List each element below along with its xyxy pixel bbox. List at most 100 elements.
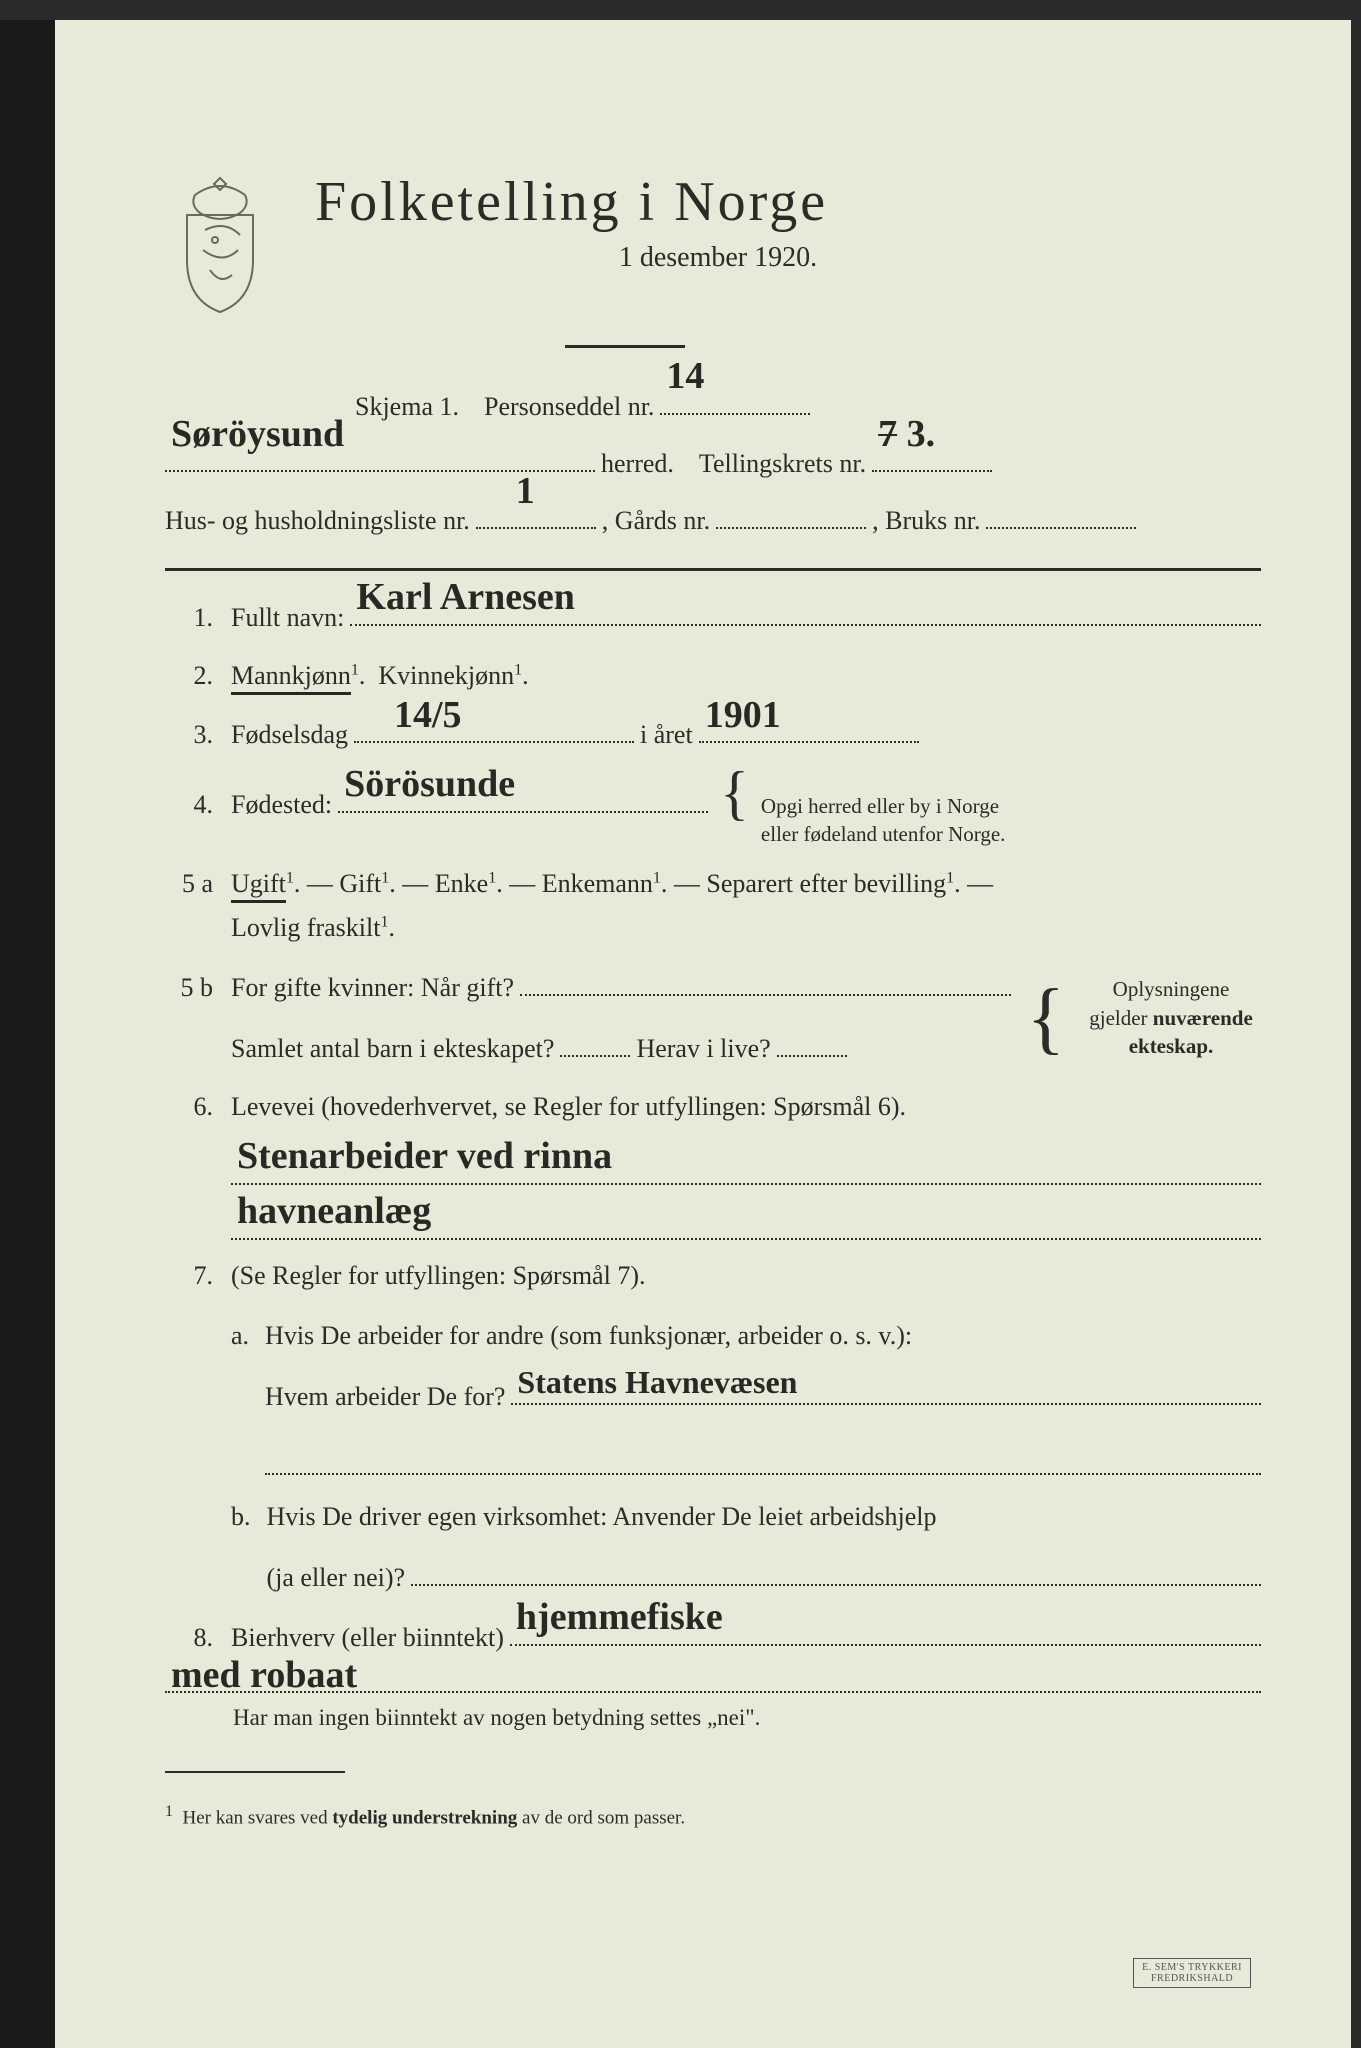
q4-num: 4. <box>165 783 213 827</box>
q4-label: Fødested: <box>231 783 332 827</box>
q5b-l2a: Samlet antal barn i ekteskapet? <box>231 1027 554 1071</box>
q6-num: 6. <box>165 1085 213 1129</box>
hw-dag: 14/5 <box>394 683 462 748</box>
hw-personseddel: 14 <box>666 335 704 419</box>
q5b-nb: nuværende <box>1153 1006 1253 1030</box>
q5a-gift: Gift <box>339 869 381 898</box>
label-gards: , Gårds nr. <box>602 492 710 549</box>
rule-1 <box>165 568 1261 571</box>
q1: 1. Fullt navn: Karl Arnesen <box>165 595 1261 640</box>
q7b-t1: Hvis De driver egen virksomhet: Anvender… <box>267 1502 937 1531</box>
q5b-note: Oplysningene gjelder nuværende ekteskap. <box>1081 975 1261 1060</box>
fn-text: Her kan svares ved <box>183 1807 328 1828</box>
q7a-t2: Hvem arbeider De for? <box>265 1375 505 1419</box>
q6: 6. Levevei (hovederhvervet, se Regler fo… <box>165 1085 1261 1240</box>
q5b-n2: gjelder <box>1089 1006 1147 1030</box>
q5a-num: 5 a <box>165 862 213 906</box>
q5a-enke: Enke <box>435 869 488 898</box>
field-fodested: Sörösunde <box>338 781 708 812</box>
label-husliste: Hus- og husholdningsliste nr. <box>165 492 470 549</box>
field-bierhverv-2: med robaat <box>165 1674 1261 1693</box>
printer-stamp: E. SEM'S TRYKKERI FREDRIKSHALD <box>1133 1958 1251 1988</box>
q3-label-dag: Fødselsdag <box>231 713 348 757</box>
q7b-label: b. <box>231 1495 251 1601</box>
q7-num: 7. <box>165 1254 213 1298</box>
q8-note: Har man ingen biinntekt av nogen betydni… <box>233 1705 1261 1731</box>
q1-label: Fullt navn: <box>231 596 344 640</box>
q2-mann: Mannkjønn <box>231 661 351 695</box>
hw-levevei2: havneanlæg <box>237 1179 431 1244</box>
hw-navn: Karl Arnesen <box>356 565 574 630</box>
q1-num: 1. <box>165 596 213 640</box>
q5b-l1: For gifte kvinner: Når gift? <box>231 966 514 1010</box>
hw-arbeiderfor: Statens Havnevæsen <box>517 1355 797 1409</box>
label-bruks: , Bruks nr. <box>872 492 980 549</box>
q4-note-l1: Opgi herred eller by i Norge <box>761 794 999 818</box>
q7a-label: a. <box>231 1314 249 1475</box>
scan-background: Folketelling i Norge 1 desember 1920. Sk… <box>0 0 1361 2048</box>
hw-bierhverv1: hjemmefiske <box>516 1585 723 1650</box>
q4: 4. Fødested: Sörösunde { Opgi herred ell… <box>165 772 1261 849</box>
q5b-n3: ekteskap. <box>1129 1034 1214 1058</box>
herred-line: Søröysund herred. Tellingskrets nr. 7 3. <box>165 435 1261 492</box>
hw-fodested: Sörösunde <box>344 752 515 817</box>
hw-bierhverv2: med robaat <box>171 1653 357 1697</box>
brace-icon-2: { <box>1027 990 1065 1046</box>
q2-mann-text: Mannkjønn <box>231 661 351 690</box>
fn-marker: 1 <box>165 1803 173 1820</box>
fn-bold: tydelig understrekning <box>332 1807 517 1828</box>
field-personseddel-nr: 14 <box>660 384 810 415</box>
scan-black-edge <box>0 20 55 2048</box>
field-arbeider-for-2 <box>265 1444 1261 1475</box>
fn-text2: av de ord som passer. <box>522 1807 685 1828</box>
stamp-l2: FREDRIKSHALD <box>1142 1973 1242 1984</box>
hw-tk-val: 3. <box>907 413 936 455</box>
field-gards <box>716 498 866 529</box>
main-title: Folketelling i Norge <box>315 170 1261 234</box>
q3-label-aar: i året <box>640 713 693 757</box>
q5a-ugift: Ugift <box>231 869 286 903</box>
label-personseddel: Personseddel nr. <box>484 378 654 435</box>
field-bruks <box>986 498 1136 529</box>
q5b-l2b: Herav i live? <box>636 1027 770 1071</box>
q3-num: 3. <box>165 713 213 757</box>
hw-husliste: 1 <box>516 450 535 534</box>
q4-note-l2: eller fødeland utenfor Norge. <box>761 822 1006 846</box>
q4-note: Opgi herred eller by i Norge eller fødel… <box>761 792 1081 849</box>
q5b-n1: Oplysningene <box>1113 977 1230 1001</box>
field-leiet <box>411 1555 1261 1586</box>
q7a-t1: Hvis De arbeider for andre (som funksjon… <box>265 1321 912 1350</box>
field-barn <box>560 1026 630 1057</box>
q5a-separert: Separert efter bevilling <box>706 869 946 898</box>
hw-tellingskrets: 7 3. <box>878 393 935 477</box>
q5a-fraskilt: Lovlig fraskilt <box>231 913 380 942</box>
field-naargift <box>520 965 1011 996</box>
label-skjema: Skjema 1. <box>355 378 459 435</box>
q5a: 5 a Ugift1. — Gift1. — Enke1. — Enkemann… <box>165 862 1261 950</box>
q3: 3. Fødselsdag 14/5 i året 1901 <box>165 712 1261 757</box>
field-aar: 1901 <box>699 712 919 743</box>
title-block: Folketelling i Norge 1 desember 1920. <box>315 170 1261 274</box>
field-arbeider-for: Statens Havnevæsen <box>511 1374 1261 1405</box>
field-levevei-2: havneanlæg <box>231 1209 1261 1240</box>
hw-aar: 1901 <box>705 683 781 748</box>
q6-label: Levevei (hovederhvervet, se Regler for u… <box>231 1092 906 1121</box>
q7b-t2: (ja eller nei)? <box>267 1556 406 1600</box>
field-tellingskrets: 7 3. <box>872 441 992 472</box>
q5a-ugift-t: Ugift <box>231 869 286 898</box>
header: Folketelling i Norge 1 desember 1920. <box>165 170 1261 320</box>
field-husliste: 1 <box>476 498 596 529</box>
q5b-num: 5 b <box>165 966 213 1010</box>
brace-icon: { <box>720 772 749 814</box>
field-ilive <box>777 1026 847 1057</box>
q7: 7. (Se Regler for utfyllingen: Spørsmål … <box>165 1254 1261 1601</box>
hw-tk-strike: 7 <box>878 413 897 455</box>
field-navn: Karl Arnesen <box>350 595 1261 626</box>
field-dag: 14/5 <box>354 712 634 743</box>
label-herred: herred. <box>601 435 674 492</box>
footnote: 1 Her kan svares ved tydelig understrekn… <box>165 1803 1261 1829</box>
husliste-line: Hus- og husholdningsliste nr. 1 , Gårds … <box>165 492 1261 549</box>
census-form-page: Folketelling i Norge 1 desember 1920. Sk… <box>55 20 1351 2048</box>
subtitle: 1 desember 1920. <box>175 242 1261 274</box>
footnote-rule <box>165 1771 345 1773</box>
